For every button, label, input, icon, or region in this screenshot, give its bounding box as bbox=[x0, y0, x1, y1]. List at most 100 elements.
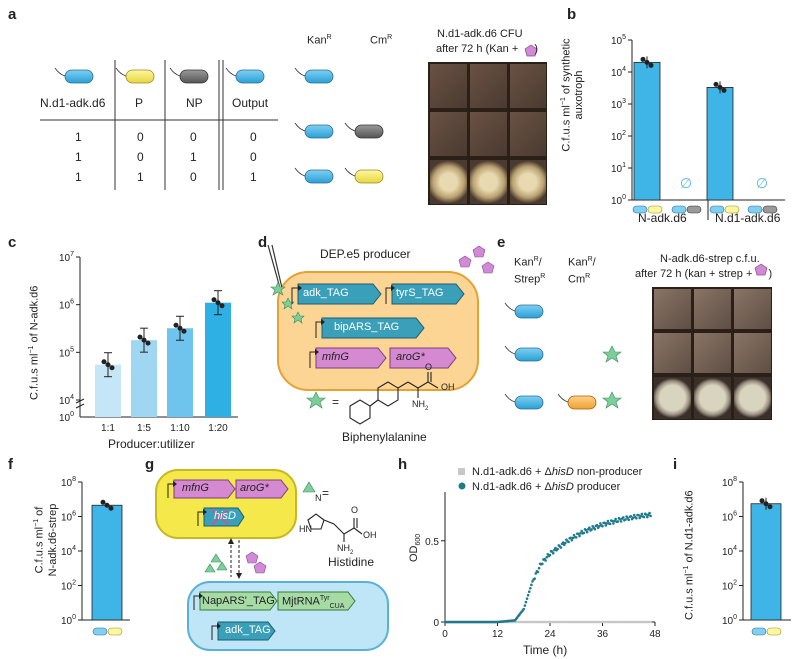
replicate-dot bbox=[648, 62, 654, 68]
data-point-producer bbox=[580, 529, 584, 533]
plate-e-title-line-1: N-adk.d6-strep c.f.u. bbox=[660, 253, 760, 265]
table-cell: 1 bbox=[190, 150, 197, 164]
panel-h-ylabel: OD600 bbox=[408, 533, 423, 562]
data-point-producer bbox=[608, 522, 612, 526]
panel-d-diagram bbox=[267, 244, 495, 425]
panel-label-i: i bbox=[673, 456, 678, 473]
data-point-producer bbox=[588, 526, 591, 530]
data-point-non-producer bbox=[601, 620, 604, 624]
compound-name: Biphenylalanine bbox=[342, 430, 427, 444]
gene-arog bbox=[389, 347, 457, 369]
data-point-non-producer bbox=[529, 620, 532, 624]
panel-f-chart: 100 102 104 106 108 bbox=[61, 476, 130, 636]
data-point-producer bbox=[612, 522, 615, 525]
data-point-non-producer bbox=[515, 620, 519, 624]
table-cell: 0 bbox=[190, 130, 197, 144]
data-point-non-producer bbox=[553, 620, 556, 624]
data-point-producer bbox=[548, 553, 552, 557]
table-cell: 1 bbox=[75, 150, 82, 164]
plate-e-title-line-2: after 72 h (kan + strep + ) bbox=[635, 268, 773, 280]
data-point-non-producer bbox=[572, 620, 576, 624]
data-point-producer bbox=[525, 597, 529, 600]
y-tick-label: 105 bbox=[59, 346, 74, 359]
data-point-producer bbox=[603, 521, 606, 525]
bacterium-icon bbox=[115, 67, 155, 84]
table-cell: 1 bbox=[75, 170, 82, 184]
legend-producer: N.d1-adk.d6 + ΔhisD producer bbox=[472, 481, 621, 493]
panel-label-a: a bbox=[8, 6, 17, 23]
data-point-non-producer bbox=[548, 620, 552, 624]
carbonyl-o: O bbox=[425, 362, 433, 372]
bacterium-icon bbox=[294, 67, 334, 84]
data-point-producer bbox=[578, 534, 581, 538]
gene-label-arog: aroG* bbox=[396, 351, 425, 363]
data-point-producer bbox=[569, 536, 573, 540]
data-point-producer bbox=[646, 515, 649, 519]
data-point-producer bbox=[523, 604, 527, 607]
data-point-producer bbox=[621, 516, 625, 519]
data-point-producer bbox=[574, 536, 578, 539]
replicate-dot bbox=[145, 340, 151, 346]
bacterium-icon bbox=[671, 205, 687, 214]
data-point-producer bbox=[544, 559, 547, 562]
panel-c-chart: 104 105 106 107 100 1:1 1:5 1:10 1:20 bbox=[59, 251, 238, 434]
legend-marker-producer bbox=[458, 482, 466, 490]
gene-label-arog: aroG* bbox=[240, 482, 269, 494]
table-cell: 0 bbox=[190, 170, 197, 184]
data-point-non-producer bbox=[583, 620, 587, 624]
y-tick-label: 108 bbox=[722, 476, 737, 489]
bacterium-icon bbox=[632, 205, 648, 214]
data-point-producer bbox=[644, 513, 648, 516]
data-point-non-producer bbox=[566, 620, 569, 624]
panel-label-e: e bbox=[497, 234, 506, 251]
data-point-non-producer bbox=[596, 620, 600, 624]
legend-marker-non-producer bbox=[458, 468, 465, 475]
hydroxyl-oh: OH bbox=[441, 382, 455, 392]
gene-label-naparS-tag: NapARS'_TAG bbox=[202, 595, 275, 607]
data-point-producer bbox=[524, 600, 528, 604]
data-point-producer bbox=[527, 590, 531, 594]
panel-label-b: b bbox=[567, 6, 577, 23]
y-tick-label: 107 bbox=[59, 251, 74, 264]
panel-label-g: g bbox=[145, 456, 155, 473]
replicate-dot bbox=[177, 325, 183, 331]
replicate-dot bbox=[104, 502, 110, 508]
data-point-producer bbox=[605, 522, 609, 525]
table-cell: 1 bbox=[250, 170, 257, 184]
carbonyl-o: O bbox=[351, 505, 359, 515]
bacterium-icon bbox=[747, 205, 763, 214]
data-point-producer bbox=[561, 541, 565, 544]
panel-label-h: h bbox=[398, 456, 408, 473]
data-point-producer bbox=[632, 513, 636, 517]
equals-sign: = bbox=[322, 486, 330, 500]
y-tick-label: 104 bbox=[611, 66, 626, 79]
data-point-non-producer bbox=[631, 620, 635, 624]
panel-c-xlabel: Producer:utilizer bbox=[108, 437, 195, 451]
data-point-producer bbox=[599, 522, 602, 525]
data-point-producer bbox=[606, 519, 610, 523]
gene-biparS-tag bbox=[321, 317, 425, 339]
data-point-non-producer bbox=[526, 620, 530, 624]
replicate-dot bbox=[141, 337, 147, 343]
data-point-producer bbox=[640, 512, 644, 516]
data-point-producer bbox=[642, 515, 646, 519]
table-cell: 0 bbox=[137, 150, 144, 164]
panel-g-diagram bbox=[155, 469, 389, 651]
empty-set-symbol: ∅ bbox=[756, 175, 768, 191]
y-tick-label: 106 bbox=[61, 511, 76, 524]
data-point-non-producer bbox=[513, 620, 517, 624]
bacterium-icon bbox=[709, 205, 725, 214]
data-point-producer bbox=[619, 520, 623, 523]
imidazole-hn: HN bbox=[299, 524, 312, 534]
data-point-producer bbox=[531, 580, 534, 583]
replicate-dot bbox=[101, 359, 107, 365]
bar bbox=[633, 61, 661, 201]
data-point-producer bbox=[604, 524, 608, 527]
y-tick-label: 105 bbox=[611, 34, 626, 47]
data-point-producer bbox=[554, 546, 557, 550]
panel-i-ylabel: C.f.u.s ml−1 of N.d1-adk.d6 bbox=[683, 490, 696, 620]
star-icon bbox=[602, 391, 622, 409]
imidazole-n: N bbox=[315, 493, 322, 503]
panel-label-c: c bbox=[8, 234, 17, 251]
data-point-producer bbox=[584, 528, 588, 532]
